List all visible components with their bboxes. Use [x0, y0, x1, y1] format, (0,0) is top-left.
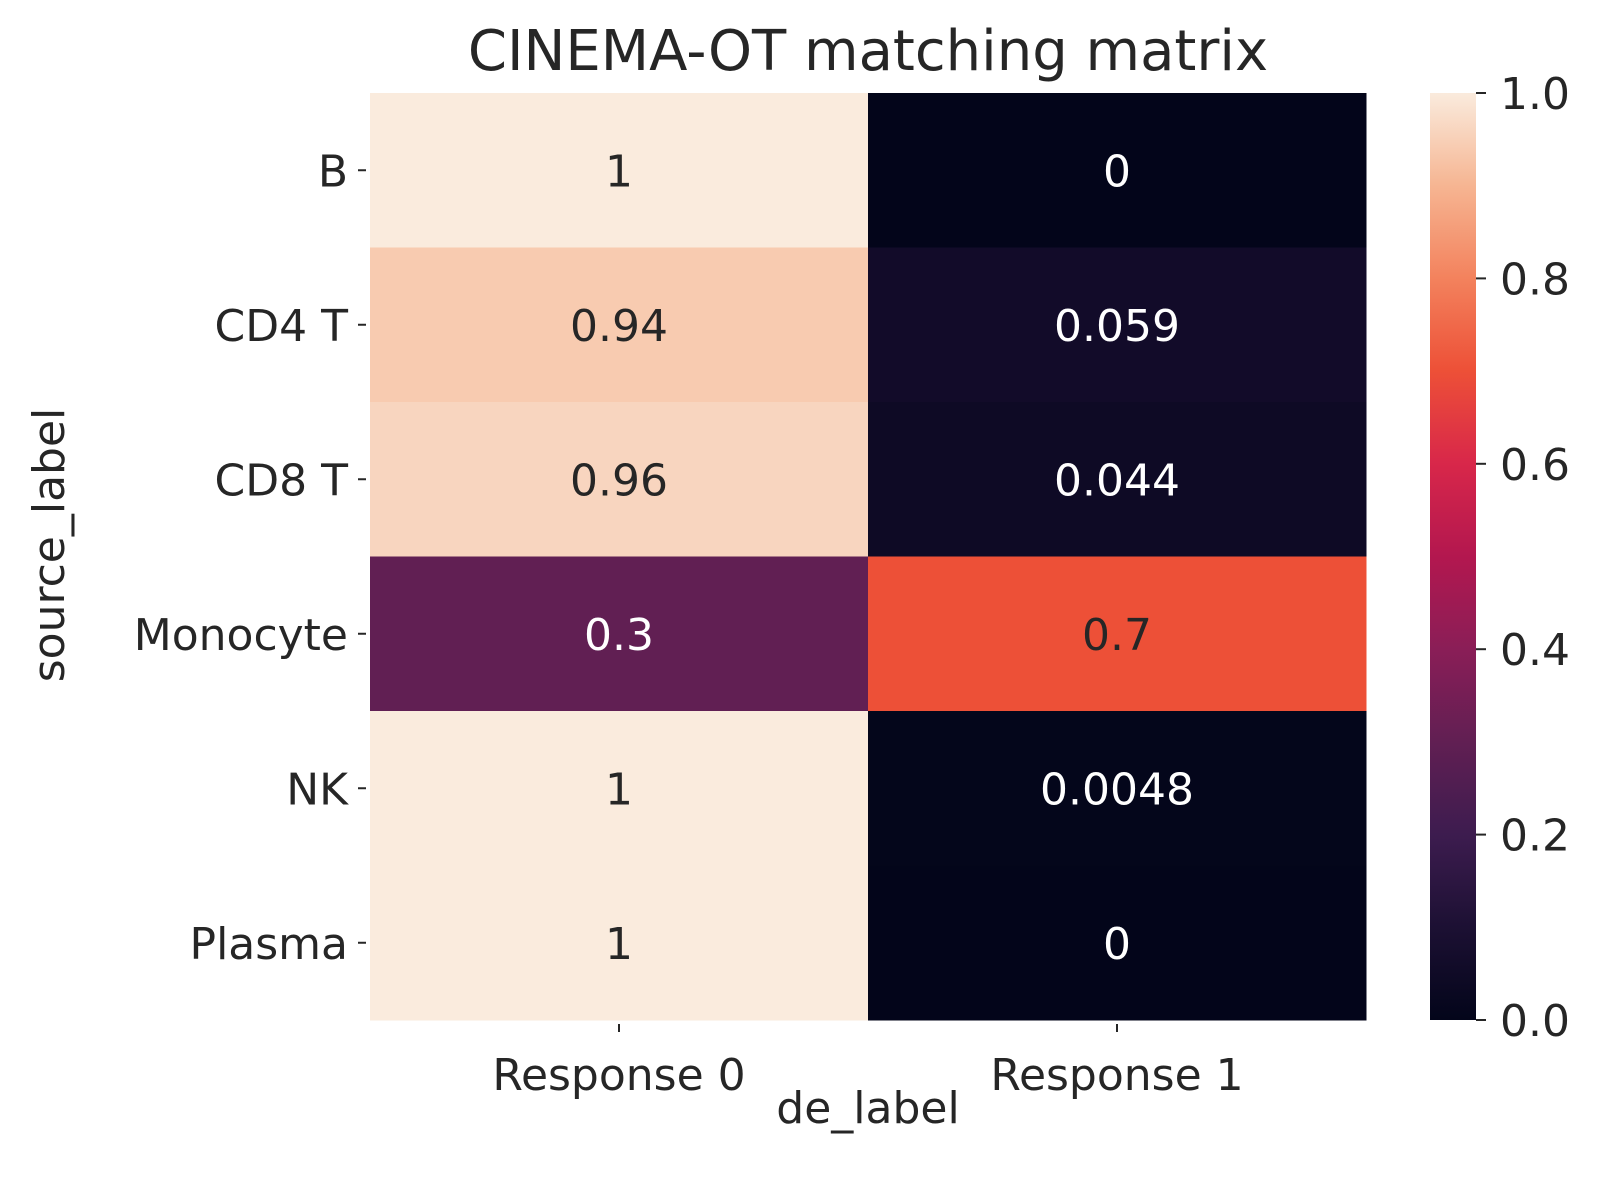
y-tick-label: CD8 T [215, 455, 349, 506]
heatmap-cell [868, 711, 1367, 866]
y-tick-label: Monocyte [134, 610, 348, 661]
cell-value-label: 0.0048 [1040, 764, 1194, 815]
colorbar-tick-label: 0.6 [1500, 440, 1570, 491]
cell-value-label: 0.044 [1054, 455, 1180, 506]
colorbar-tick-label: 1.0 [1500, 69, 1570, 120]
cell-value-label: 1 [605, 919, 633, 970]
heatmap-cell [370, 711, 869, 866]
heatmap-cell [868, 556, 1367, 712]
y-axis: B CD4 T CD8 T Monocyte NK Plasma [134, 146, 366, 970]
cell-value-label: 0.96 [570, 455, 668, 506]
colorbar-gradient [1430, 93, 1476, 1020]
heatmap-cell [868, 93, 1367, 248]
cell-value-label: 0.3 [584, 610, 654, 661]
colorbar-ticks: 0.0 0.2 0.4 0.6 0.8 1.0 [1476, 69, 1570, 1047]
cell-value-label: 1 [605, 764, 633, 815]
colorbar-tick-label: 0.8 [1500, 254, 1570, 305]
cell-value-label: 1 [605, 146, 633, 197]
heatmap-cell [868, 247, 1367, 403]
colorbar-tick-label: 0.4 [1500, 625, 1570, 676]
cell-value-label: 0 [1103, 146, 1131, 197]
y-tick-label: Plasma [190, 919, 348, 970]
heatmap-cell [868, 402, 1367, 557]
heatmap-cell [868, 865, 1367, 1021]
x-tick-label: Response 1 [990, 1050, 1243, 1101]
y-tick-label: NK [286, 764, 349, 815]
heatmap-cell-labels: 1 0 0.94 0.059 0.96 0.044 0.3 0.7 1 0.0048 1 0 [570, 146, 1194, 970]
chart-title: CINEMA-OT matching matrix [468, 19, 1268, 84]
heatmap-cell [370, 402, 869, 557]
x-tick-label: Response 0 [492, 1050, 745, 1101]
cell-value-label: 0 [1103, 919, 1131, 970]
colorbar-tick-label: 0.2 [1500, 811, 1570, 862]
heatmap-cell [370, 865, 869, 1021]
cell-value-label: 0.7 [1082, 610, 1152, 661]
heatmap-cell [370, 556, 869, 712]
y-axis-label: source_label [24, 408, 75, 683]
colorbar: 0.0 0.2 0.4 0.6 0.8 1.0 [1430, 69, 1570, 1047]
colorbar-tick-label: 0.0 [1500, 996, 1570, 1047]
heatmap-cell [370, 93, 869, 248]
heatmap-cells [370, 93, 1367, 1021]
heatmap-cell [370, 247, 869, 403]
cell-value-label: 0.059 [1054, 301, 1180, 352]
y-tick-label: CD4 T [215, 301, 349, 352]
x-axis: Response 0 Response 1 [492, 1024, 1244, 1101]
x-axis-label: de_label [776, 1083, 959, 1134]
y-tick-label: B [318, 146, 348, 197]
cell-value-label: 0.94 [570, 301, 668, 352]
